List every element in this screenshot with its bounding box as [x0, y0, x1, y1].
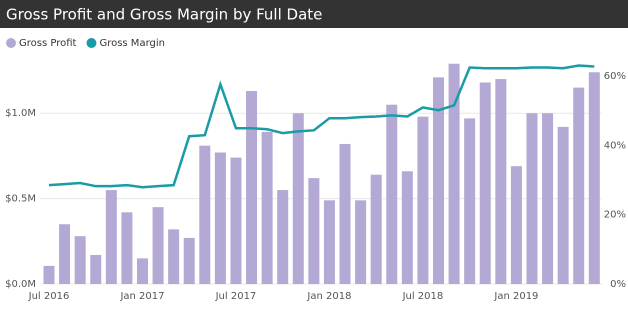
bar	[152, 207, 164, 284]
bar	[526, 113, 538, 284]
bar	[417, 116, 429, 285]
bar	[183, 237, 195, 284]
bar	[105, 190, 117, 284]
legend-label: Gross Profit	[19, 38, 77, 49]
x-tick-label: Jan 2019	[493, 291, 538, 302]
bar	[136, 258, 148, 284]
bar	[199, 145, 211, 284]
bar	[308, 178, 320, 284]
chart-title: Gross Profit and Gross Margin by Full Da…	[6, 6, 322, 24]
line	[48, 64, 595, 189]
bar	[277, 190, 289, 284]
legend-marker	[86, 38, 97, 48]
y2-tick-label: 60%	[604, 71, 626, 82]
y-tick-label: $0.0M	[5, 279, 36, 290]
bar	[246, 91, 258, 285]
x-tick-label: Jan 2018	[306, 291, 351, 302]
y-tick-label: $0.5M	[5, 194, 36, 205]
y-tick-label: $1.0M	[5, 108, 36, 119]
bar	[370, 174, 382, 284]
y2-tick-label: 20%	[604, 210, 626, 221]
bar	[230, 157, 242, 284]
bar	[261, 132, 273, 284]
y2-tick-label: 0%	[610, 279, 626, 290]
bar	[121, 212, 133, 284]
bar	[588, 72, 600, 284]
bar	[401, 171, 413, 284]
bar	[168, 229, 180, 284]
bar	[386, 104, 398, 284]
bar	[43, 265, 55, 284]
bar	[464, 118, 476, 284]
bar	[448, 63, 460, 285]
bar	[573, 87, 585, 284]
x-tick-label: Jan 2017	[119, 291, 164, 302]
bar	[59, 224, 71, 284]
title-bar	[0, 0, 628, 28]
bar	[214, 152, 226, 284]
y2-tick-label: 40%	[604, 140, 626, 151]
bar	[479, 82, 491, 284]
bar	[433, 77, 444, 284]
bar	[323, 200, 335, 284]
bar	[355, 200, 367, 284]
bar	[292, 113, 304, 284]
x-tick-label: Jul 2018	[402, 291, 444, 302]
x-tick-label: Jul 2017	[215, 291, 257, 302]
bar	[339, 143, 351, 284]
bar	[542, 113, 554, 284]
bar	[510, 166, 522, 284]
x-tick-label: Jul 2016	[28, 291, 70, 302]
bar	[90, 254, 102, 284]
bar	[557, 126, 569, 285]
legend-label: Gross Margin	[99, 38, 165, 49]
bar	[495, 79, 507, 284]
bar	[74, 236, 86, 284]
legend-marker	[6, 38, 16, 48]
